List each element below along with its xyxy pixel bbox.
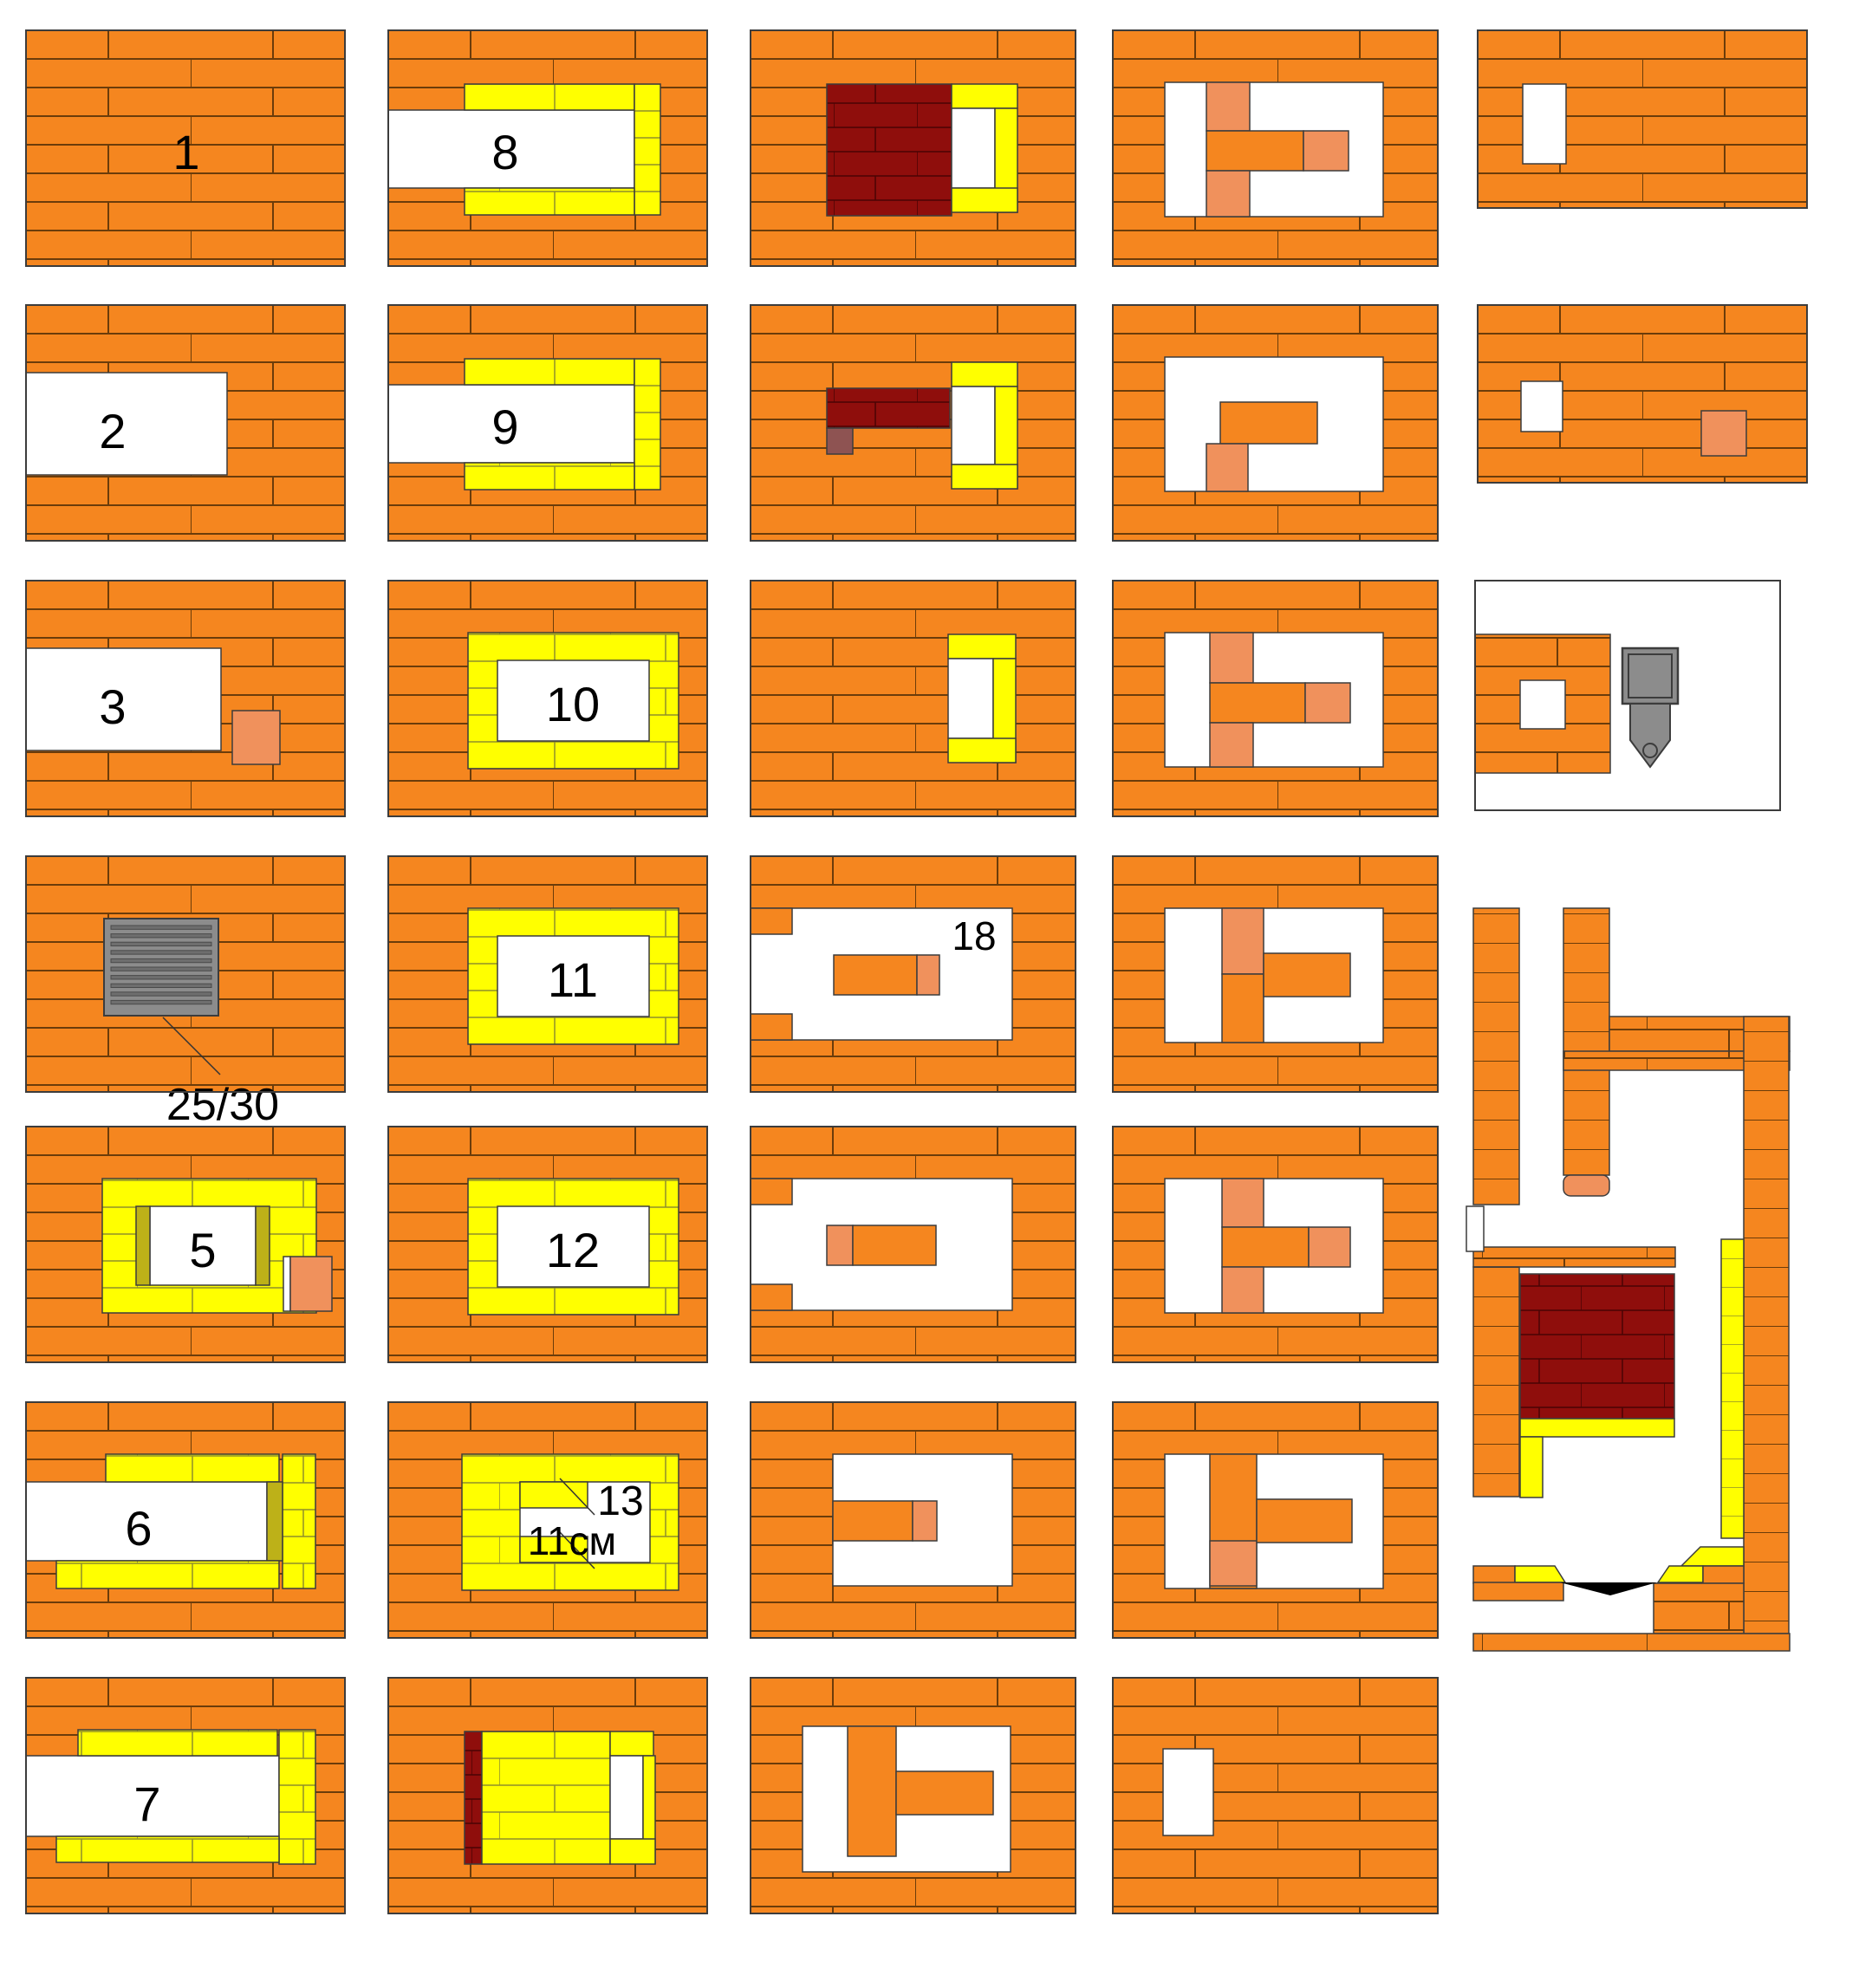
course-r7c2: [387, 1677, 708, 1914]
course-4: 25/30: [25, 855, 346, 1130]
course-9: 9: [387, 304, 708, 542]
course-r3c4: [1112, 580, 1439, 817]
course-r5c3: [750, 1126, 1076, 1363]
course-r7c4: [1112, 1677, 1439, 1914]
course-r6c3: [750, 1401, 1076, 1639]
svg-text:13: 13: [597, 1478, 643, 1524]
svg-text:2: 2: [99, 404, 126, 458]
course-7: 7: [25, 1677, 346, 1914]
course-r2c5: [1477, 304, 1808, 484]
svg-text:7: 7: [133, 1777, 160, 1831]
course-8: 8: [387, 29, 708, 267]
vertical-section: [1466, 907, 1791, 1652]
course-12: 12: [387, 1126, 708, 1363]
svg-text:11см: 11см: [528, 1518, 616, 1563]
course-1: 1: [25, 29, 346, 267]
course-r2c3: [750, 304, 1076, 542]
damper-panel: [1474, 580, 1781, 811]
course-r4c4: [1112, 855, 1439, 1093]
svg-text:1: 1: [172, 125, 199, 179]
svg-text:8: 8: [491, 125, 518, 179]
course-r7c3: [750, 1677, 1076, 1914]
svg-text:25/30: 25/30: [166, 1080, 279, 1130]
course-10: 10: [387, 580, 708, 817]
course-r1c4: [1112, 29, 1439, 267]
course-r4c3: 18: [750, 855, 1076, 1093]
course-r1c3: [750, 29, 1076, 267]
svg-text:12: 12: [546, 1223, 600, 1277]
course-r5c4: [1112, 1126, 1439, 1363]
svg-text:6: 6: [125, 1501, 152, 1556]
svg-text:9: 9: [491, 400, 518, 454]
course-r1c5: [1477, 29, 1808, 209]
course-5: 5: [25, 1126, 346, 1363]
course-2: 2: [25, 304, 346, 542]
svg-text:3: 3: [99, 679, 126, 734]
course-r6c4: [1112, 1401, 1439, 1639]
course-r2c4: [1112, 304, 1439, 542]
svg-text:5: 5: [189, 1223, 216, 1277]
course-6: 6: [25, 1401, 346, 1639]
course-3: 3: [25, 580, 346, 817]
svg-text:18: 18: [952, 913, 996, 958]
course-r3c3: [750, 580, 1076, 817]
svg-text:10: 10: [546, 677, 600, 731]
course-11: 11: [387, 855, 708, 1093]
svg-text:11: 11: [548, 952, 598, 1007]
